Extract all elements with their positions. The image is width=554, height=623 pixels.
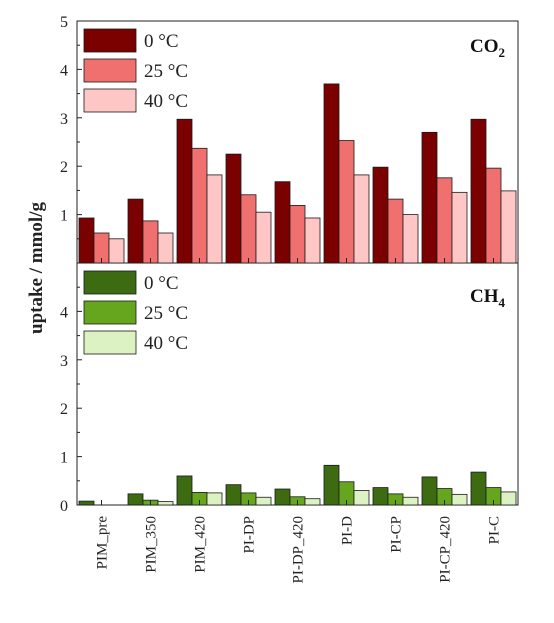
ch4-bar xyxy=(470,471,487,506)
co2-bar xyxy=(240,194,257,264)
x-tick-label: PI-DP_420 xyxy=(291,516,307,584)
ch4-bar xyxy=(274,488,291,506)
co2-bar xyxy=(289,205,306,264)
co2-bar xyxy=(372,166,389,264)
y-tick-label: 2 xyxy=(60,401,68,418)
y-axis-label: uptake / mmol/g xyxy=(26,202,47,334)
ch4-bar xyxy=(402,496,419,506)
ch4-bar xyxy=(304,498,321,506)
co2-bar xyxy=(127,198,144,264)
co2-bar xyxy=(206,174,223,264)
co2-bar xyxy=(274,181,291,264)
y-tick-label: 5 xyxy=(60,14,68,31)
ch4-bar xyxy=(500,491,517,506)
co2-bar xyxy=(157,232,174,264)
co2-bar xyxy=(338,140,355,264)
co2-bar xyxy=(225,153,242,264)
co2-bar xyxy=(421,131,438,264)
y-tick-label: 1 xyxy=(60,450,68,467)
ch4-bar xyxy=(206,492,223,506)
ch4-legend-label: 40 °C xyxy=(144,333,188,354)
ch4-legend-swatch xyxy=(83,270,137,295)
y-tick-label: 0 xyxy=(60,498,68,515)
co2-bar xyxy=(323,83,340,264)
ch4-label: CH4 xyxy=(470,286,506,310)
ch4-bar xyxy=(225,484,242,506)
y-tick-label: 4 xyxy=(60,62,68,79)
ch4-bar xyxy=(78,500,95,506)
x-tick-label: PIM_350 xyxy=(144,516,160,573)
co2-legend-swatch xyxy=(83,58,137,83)
ch4-bar xyxy=(176,475,193,506)
ch4-bar xyxy=(323,464,340,506)
ch4-legend-swatch xyxy=(83,330,137,355)
co2-legend-label: 40 °C xyxy=(144,91,188,112)
co2-bar xyxy=(451,191,468,264)
x-tick-label: PI-DP xyxy=(242,516,258,554)
co2-legend-label: 0 °C xyxy=(144,31,179,52)
y-tick-label: 3 xyxy=(60,353,68,370)
x-tick-label: PI-CP xyxy=(389,516,405,553)
x-tick-label: PIM_420 xyxy=(193,516,209,573)
co2-legend-label: 25 °C xyxy=(144,61,188,82)
co2-bar xyxy=(176,118,193,264)
y-tick-label: 2 xyxy=(60,159,68,176)
ch4-legend-label: 0 °C xyxy=(144,273,179,294)
ch4-bar xyxy=(127,493,144,506)
co2-bar xyxy=(255,211,272,264)
x-tick-label: PI-C xyxy=(487,516,503,544)
co2-bar xyxy=(304,217,321,264)
y-tick-label: 4 xyxy=(60,304,68,321)
co2-bar xyxy=(108,238,125,264)
co2-bar xyxy=(485,167,502,264)
x-tick-label: PIM_pre xyxy=(95,516,111,570)
co2-legend-swatch xyxy=(83,88,137,113)
y-tick-label: 3 xyxy=(60,111,68,128)
x-tick-label: PI-D xyxy=(340,516,356,545)
ch4-legend-label: 25 °C xyxy=(144,303,188,324)
ch4-legend-swatch xyxy=(83,300,137,325)
co2-bar xyxy=(387,198,404,264)
co2-legend-swatch xyxy=(83,28,137,53)
co2-bar xyxy=(78,217,95,264)
ch4-bar xyxy=(157,501,174,506)
ch4-bar xyxy=(421,476,438,506)
ch4-bar xyxy=(451,493,468,506)
co2-bar xyxy=(353,174,370,264)
co2-bar xyxy=(142,220,159,264)
x-tick-label: PI-CP_420 xyxy=(438,516,454,583)
ch4-bar xyxy=(372,487,389,506)
co2-bar xyxy=(402,214,419,264)
co2-bar xyxy=(470,118,487,264)
co2-bar xyxy=(500,190,517,264)
ch4-bar xyxy=(353,490,370,506)
y-tick-label: 1 xyxy=(60,208,68,225)
ch4-bar xyxy=(255,496,272,506)
co2-label: CO2 xyxy=(470,36,505,60)
co2-bar xyxy=(191,147,208,264)
co2-bar xyxy=(436,177,453,264)
